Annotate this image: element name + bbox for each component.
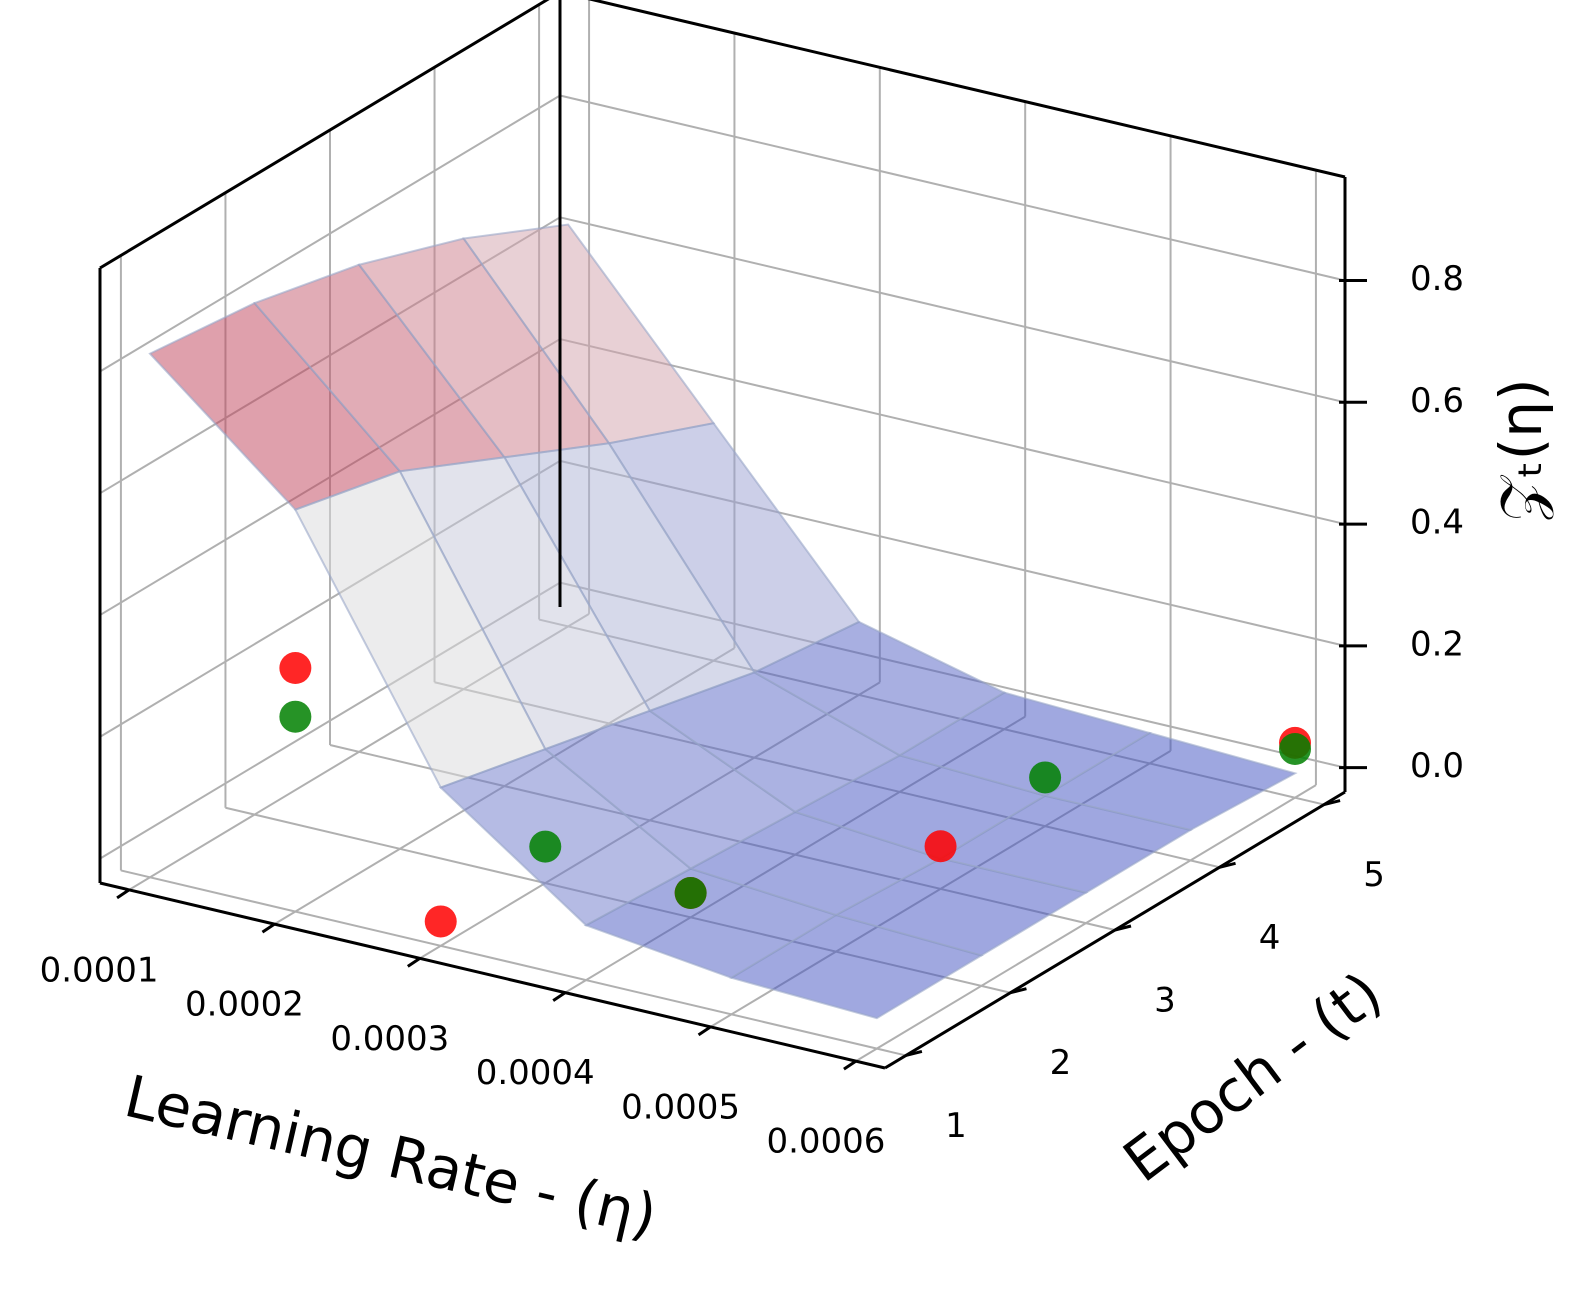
surface xyxy=(148,223,1298,1020)
point xyxy=(1029,761,1062,794)
grid-line xyxy=(120,869,907,1057)
grid-line xyxy=(559,216,1346,404)
grid-line xyxy=(559,94,1346,282)
tick-mark xyxy=(697,1025,712,1037)
tick-mark xyxy=(406,957,421,968)
x-tick-label: 0.0006 xyxy=(766,1122,885,1162)
z-tick-label: 0.0 xyxy=(1410,746,1464,786)
grid-line xyxy=(99,94,561,373)
x-tick-label: 0.0002 xyxy=(185,985,304,1025)
surface-patch xyxy=(728,914,984,1020)
point xyxy=(279,700,312,733)
grid-line xyxy=(559,338,1346,526)
z-tick-label: 0.4 xyxy=(1410,503,1464,543)
axis-line xyxy=(99,881,886,1070)
z-tick-label: 0.2 xyxy=(1410,624,1464,664)
points xyxy=(279,652,1312,938)
y-tick-label: 2 xyxy=(1050,1043,1072,1083)
x-tick-label: 0.0001 xyxy=(40,950,159,990)
point xyxy=(279,652,312,685)
z-tick-label: 0.8 xyxy=(1410,259,1464,299)
pane-edge xyxy=(99,0,550,270)
point xyxy=(1279,732,1312,765)
tick-mark xyxy=(1219,861,1236,869)
point xyxy=(924,830,957,863)
tick-mark xyxy=(1323,799,1341,807)
x-tick-label: 0.0003 xyxy=(330,1019,449,1059)
x-tick-label: 0.0004 xyxy=(476,1053,595,1093)
tick-mark xyxy=(261,922,276,934)
tick-mark xyxy=(843,1059,857,1071)
point xyxy=(529,830,562,863)
pane-edge xyxy=(587,0,1346,179)
y-tick-label: 4 xyxy=(1259,918,1281,958)
tick-mark xyxy=(905,1049,923,1057)
y-tick-label: 5 xyxy=(1363,855,1385,895)
z-axis-label: 𝒵ₜ(η) xyxy=(1487,378,1555,521)
tick-mark xyxy=(1114,924,1132,932)
tick-mark xyxy=(1010,987,1027,995)
tick-mark xyxy=(116,888,130,900)
tick-mark xyxy=(552,991,567,1002)
z-tick-label: 0.6 xyxy=(1410,381,1464,421)
y-tick-label: 1 xyxy=(945,1106,967,1146)
point xyxy=(674,877,707,910)
point xyxy=(424,905,457,938)
x-tick-label: 0.0005 xyxy=(621,1087,740,1127)
y-tick-label: 3 xyxy=(1154,981,1176,1021)
